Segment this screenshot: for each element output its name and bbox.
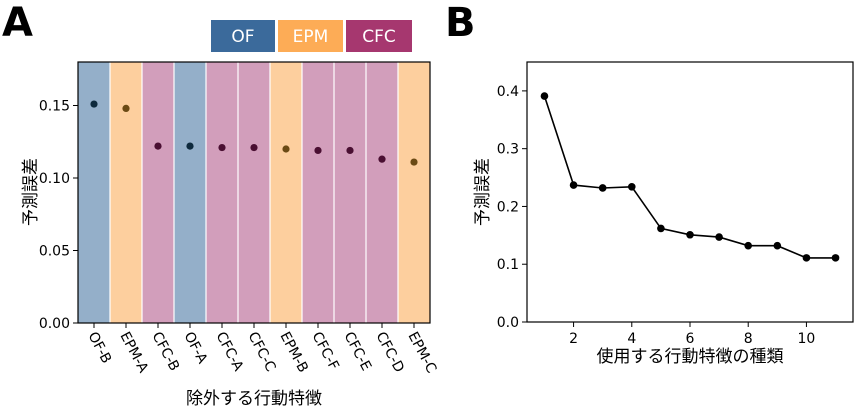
panel-b-x-axis-label: 使用する行動特徴の種類 xyxy=(597,346,784,367)
series-point-2 xyxy=(569,181,578,189)
x-tick-label: CFC-D xyxy=(372,329,407,375)
x-tick-label: CFC-F xyxy=(308,329,341,372)
point-of-b xyxy=(90,100,98,108)
y-tick-label: 0.1 xyxy=(497,257,519,273)
bar-cfc-a xyxy=(206,62,238,323)
panel-a-legend: OF EPM CFC xyxy=(211,20,412,52)
panel-a-bars xyxy=(78,62,430,323)
legend-label-of: OF xyxy=(231,27,254,47)
y-tick-label: 0.0 xyxy=(497,315,519,331)
bar-epm-c xyxy=(398,62,430,323)
x-tick-label: 6 xyxy=(686,331,695,347)
y-tick-label: 0.3 xyxy=(497,142,519,158)
point-epm-b xyxy=(282,145,290,153)
series-point-6 xyxy=(686,230,694,239)
x-tick-label: 4 xyxy=(627,331,636,347)
panel-b-x-ticks: 2 4 6 8 10 xyxy=(569,322,815,347)
point-cfc-c xyxy=(250,143,258,152)
x-tick-label: 10 xyxy=(798,331,816,347)
point-cfc-e xyxy=(346,146,354,155)
point-epm-c xyxy=(410,158,418,166)
y-tick-label: 0.4 xyxy=(497,84,519,100)
bar-cfc-c xyxy=(238,62,270,323)
x-tick-label: 2 xyxy=(569,331,578,347)
legend-label-epm: EPM xyxy=(293,27,329,47)
bar-cfc-f xyxy=(302,62,334,323)
legend-label-cfc: CFC xyxy=(362,27,396,47)
series-point-5 xyxy=(657,224,665,233)
point-of-a xyxy=(186,142,194,150)
legend-swatch-epm xyxy=(278,20,343,52)
legend-swatch-of xyxy=(211,20,275,52)
y-tick-label: 0.00 xyxy=(39,316,70,332)
bar-of-a xyxy=(174,62,206,323)
panel-a-y-axis-label: 予測誤差 xyxy=(21,158,41,226)
series-point-3 xyxy=(598,184,607,192)
point-cfc-d xyxy=(378,155,386,163)
series-point-4 xyxy=(627,183,636,191)
panel-a-points xyxy=(90,100,418,166)
panel-b-chart: 0.0 0.1 0.2 0.3 0.4 2 4 6 8 10 予測誤差 使用する行動特徴の種類 xyxy=(473,61,854,367)
panel-a-letter: A xyxy=(2,0,33,46)
y-tick-label: 0.10 xyxy=(39,171,70,187)
panel-b-series xyxy=(540,92,840,262)
bar-cfc-b xyxy=(142,62,174,323)
bar-cfc-e xyxy=(334,62,366,323)
bar-cfc-d xyxy=(366,62,398,323)
point-cfc-a xyxy=(218,143,226,152)
panel-b-y-ticks: 0.0 0.1 0.2 0.3 0.4 xyxy=(497,84,527,331)
series-point-11 xyxy=(831,254,840,262)
x-tick-label: CFC-A xyxy=(212,329,246,374)
series-point-10 xyxy=(802,254,811,262)
x-tick-label: 8 xyxy=(744,331,753,347)
x-tick-label: OF-A xyxy=(180,329,210,366)
bar-epm-a xyxy=(110,62,142,323)
x-tick-label: CFC-E xyxy=(340,329,374,373)
y-tick-label: 0.2 xyxy=(497,199,519,215)
panel-b-letter: B xyxy=(445,0,476,46)
x-tick-label: OF-B xyxy=(84,329,114,366)
y-tick-label: 0.05 xyxy=(39,244,70,260)
bar-epm-b xyxy=(270,62,302,323)
series-point-9 xyxy=(773,241,782,250)
series-point-8 xyxy=(744,241,753,250)
point-cfc-f xyxy=(314,146,322,155)
series-point-1 xyxy=(540,92,549,100)
y-tick-label: 0.15 xyxy=(39,99,70,115)
x-tick-label: EPM-B xyxy=(276,329,311,375)
panel-b-frame xyxy=(526,61,854,323)
legend-swatch-cfc xyxy=(346,20,412,52)
panel-a-y-ticks: 0.00 0.05 0.10 0.15 xyxy=(39,99,78,332)
panel-a-x-axis-label: 除外する行動特徴 xyxy=(186,389,322,409)
panel-b-y-axis-label: 予測誤差 xyxy=(473,158,493,226)
x-tick-label: CFC-B xyxy=(148,329,182,373)
x-tick-label: EPM-C xyxy=(404,329,439,376)
point-cfc-b xyxy=(154,142,162,150)
x-tick-label: EPM-A xyxy=(116,329,151,375)
series-point-7 xyxy=(715,233,723,241)
point-epm-a xyxy=(122,104,130,112)
x-tick-label: CFC-C xyxy=(244,329,278,374)
